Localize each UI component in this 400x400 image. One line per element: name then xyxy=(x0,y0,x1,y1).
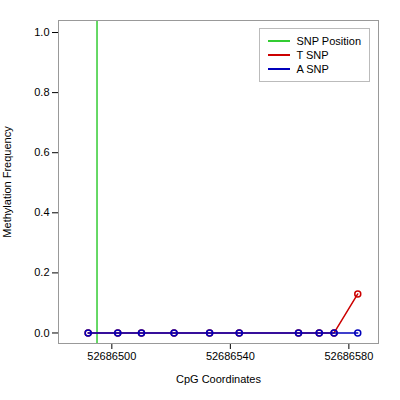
svg-text:52686500: 52686500 xyxy=(87,350,136,362)
svg-text:1.0: 1.0 xyxy=(34,26,49,38)
html-text:T SNP: T SNP xyxy=(296,49,329,61)
svg-text:0.6: 0.6 xyxy=(34,146,49,158)
svg-text:0.0: 0.0 xyxy=(34,327,49,339)
svg-text:0.8: 0.8 xyxy=(34,86,49,98)
html-text:SNP Position: SNP Position xyxy=(296,35,361,47)
svg-text:52686540: 52686540 xyxy=(206,350,255,362)
svg-text:CpG Coordinates: CpG Coordinates xyxy=(176,373,261,385)
svg-text:0.2: 0.2 xyxy=(34,266,49,278)
html-text:A SNP: A SNP xyxy=(296,63,329,75)
svg-text:Methylation Frequency: Methylation Frequency xyxy=(1,126,13,238)
svg-text:52686580: 52686580 xyxy=(324,350,373,362)
svg-text:0.4: 0.4 xyxy=(34,206,49,218)
